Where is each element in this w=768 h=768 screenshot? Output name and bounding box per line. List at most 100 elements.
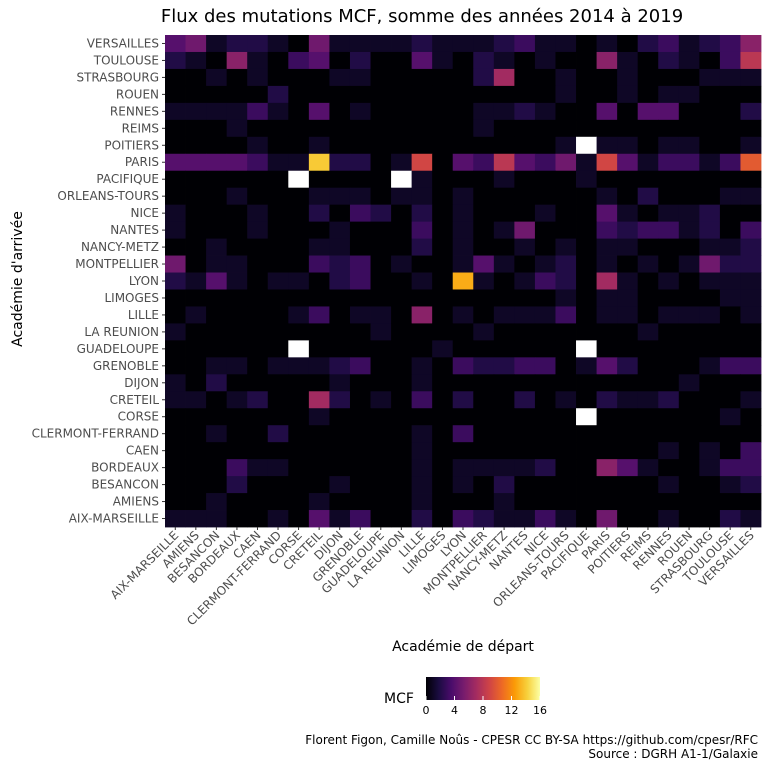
heatmap-cell [391,391,413,409]
heatmap-cell [555,357,577,375]
heatmap-cell [617,221,639,239]
heatmap-cell [226,153,248,172]
heatmap-cell [288,289,310,307]
heatmap-cell [493,425,515,443]
heatmap-cell [411,374,433,392]
heatmap-cell [637,272,659,290]
heatmap-cell [288,238,310,256]
heatmap-cell [678,238,700,256]
heatmap-cell [514,119,536,138]
heatmap-cell [658,272,680,290]
heatmap-cell [432,221,454,239]
heatmap-cell [308,221,330,239]
heatmap-cell [534,442,556,460]
heatmap-cell [617,459,639,477]
heatmap-cell [206,119,228,138]
heatmap-cell [247,170,269,189]
heatmap-cell [329,493,351,511]
heatmap-cell [247,68,269,87]
heatmap-cell [432,68,454,87]
heatmap-cell [493,510,515,528]
y-tick-label: LIMOGES [104,291,159,305]
heatmap-cell [534,221,556,239]
heatmap-cell [514,442,536,460]
heatmap-cell [617,425,639,443]
heatmap-cell [432,119,454,138]
heatmap-cell [432,306,454,324]
heatmap-cell [165,391,186,409]
heatmap-cell [226,136,248,155]
heatmap-cell [288,204,310,223]
heatmap-cell [493,306,515,324]
heatmap-cell [247,459,269,477]
heatmap-cell [329,221,351,239]
heatmap-cell [267,170,289,189]
chart-title: Flux des mutations MCF, somme des années… [161,6,683,27]
heatmap-cell [555,510,577,528]
heatmap-cell [411,323,433,341]
y-tick-label: CLERMONT-FERRAND [32,427,159,441]
heatmap-cell [165,476,186,494]
heatmap-cell [308,51,330,70]
heatmap-cell [349,187,371,206]
heatmap-cell [329,391,351,409]
heatmap-cell [637,102,659,121]
heatmap-cell [514,340,536,358]
heatmap-cell [534,459,556,477]
heatmap-cell [719,340,741,358]
heatmap-cell [514,102,536,121]
heatmap-cell [596,476,618,494]
heatmap-cell [719,221,741,239]
heatmap-cell [658,442,680,460]
heatmap-cell [267,255,289,273]
heatmap-cell [596,102,618,121]
heatmap-cell [534,35,556,53]
heatmap-cell [576,442,597,460]
heatmap-cell [267,51,289,70]
heatmap-cell [288,408,310,426]
heatmap-cell [206,374,228,392]
heatmap-cell [678,425,700,443]
heatmap-cell [370,51,392,70]
heatmap-cell [308,289,330,307]
heatmap-cell [678,340,700,358]
heatmap-cell [349,459,371,477]
heatmap-cell [514,459,536,477]
heatmap-cell [678,85,700,104]
heatmap-cell [596,170,618,189]
heatmap-cell [165,340,186,358]
y-tick-label: BESANCON [91,478,159,492]
heatmap-cell [555,306,577,324]
y-tick-label: CRETEIL [110,393,160,407]
heatmap-cell [534,391,556,409]
heatmap-cell [349,255,371,273]
heatmap-cell [699,476,721,494]
heatmap-cell [185,119,207,138]
heatmap-cell [534,204,556,223]
heatmap-cell [226,255,248,273]
heatmap-cell [576,323,597,341]
heatmap-cell [493,238,515,256]
heatmap-cell [247,391,269,409]
heatmap-cell [247,272,269,290]
heatmap-cell [699,425,721,443]
y-tick-label: GUADELOUPE [77,342,159,356]
heatmap-cell [267,68,289,87]
heatmap-cell [555,255,577,273]
heatmap-cell [165,306,186,324]
heatmap-cell [165,459,186,477]
heatmap-cell [329,102,351,121]
heatmap-cell [617,68,639,87]
heatmap-cell [493,51,515,70]
heatmap-cell [493,476,515,494]
heatmap-cell [349,136,371,155]
heatmap-cell [699,408,721,426]
heatmap-cell [329,340,351,358]
heatmap-cell [185,340,207,358]
heatmap-cell [637,51,659,70]
heatmap-cell [391,374,413,392]
heatmap-cell [165,323,186,341]
heatmap-cell [185,238,207,256]
heatmap-cell [308,374,330,392]
heatmap-cell [185,476,207,494]
